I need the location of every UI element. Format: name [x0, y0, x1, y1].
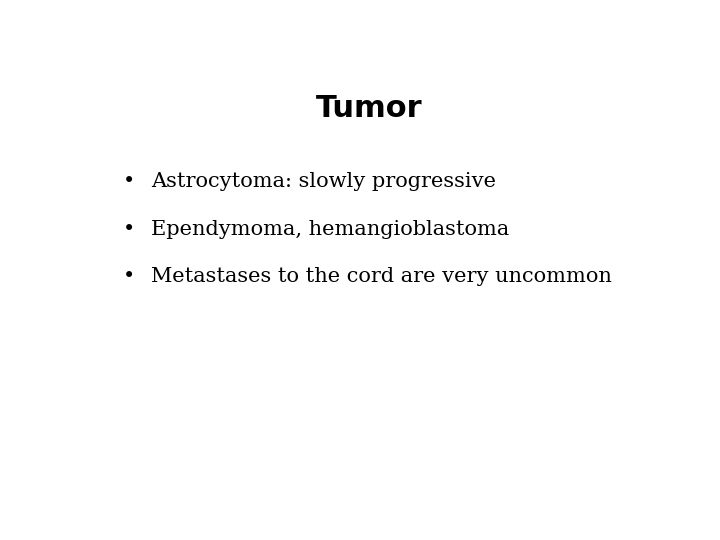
Text: Tumor: Tumor: [315, 94, 423, 123]
Text: Metastases to the cord are very uncommon: Metastases to the cord are very uncommon: [151, 267, 612, 286]
Text: •: •: [123, 267, 135, 286]
Text: Ependymoma, hemangioblastoma: Ependymoma, hemangioblastoma: [151, 220, 510, 239]
Text: Astrocytoma: slowly progressive: Astrocytoma: slowly progressive: [151, 172, 496, 191]
Text: •: •: [123, 220, 135, 239]
Text: •: •: [123, 172, 135, 191]
